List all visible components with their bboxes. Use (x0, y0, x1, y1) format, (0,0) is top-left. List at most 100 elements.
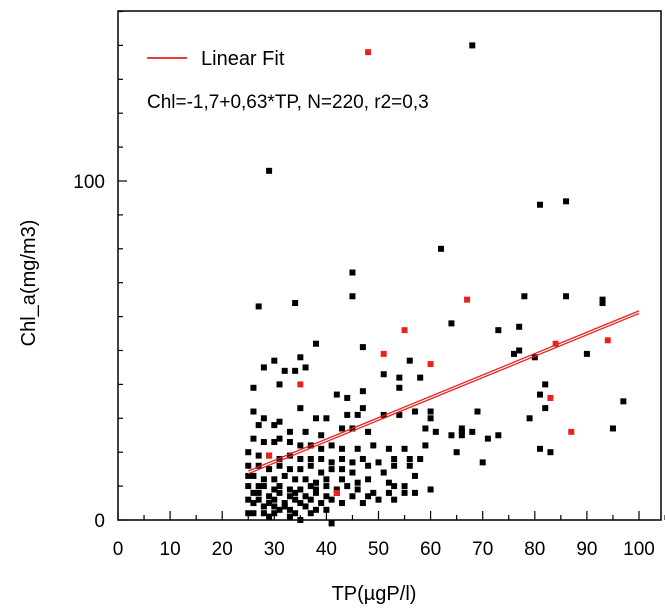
data-point (245, 483, 252, 490)
data-point (469, 42, 476, 49)
data-point (276, 489, 283, 496)
data-point (537, 391, 544, 398)
data-point (255, 483, 262, 490)
x-tick-label: 90 (576, 539, 597, 560)
data-point (552, 340, 559, 347)
data-point (307, 462, 314, 469)
data-point (432, 428, 439, 435)
data-point (448, 432, 455, 439)
data-point (365, 462, 372, 469)
data-point (385, 489, 392, 496)
data-point (302, 493, 309, 500)
data-point (333, 391, 340, 398)
data-point (266, 493, 273, 500)
data-point (339, 476, 346, 483)
data-point (380, 371, 387, 378)
data-point (276, 381, 283, 388)
data-point (260, 476, 267, 483)
data-point (411, 472, 418, 479)
data-point (354, 479, 361, 486)
data-point (479, 459, 486, 466)
data-point (255, 422, 262, 429)
data-point (516, 347, 523, 354)
data-point (286, 452, 293, 459)
data-point (292, 367, 299, 374)
data-point (365, 493, 372, 500)
data-point (266, 167, 273, 174)
data-point (276, 455, 283, 462)
data-point (453, 449, 460, 456)
data-point (344, 483, 351, 490)
data-point (365, 428, 372, 435)
data-point (344, 394, 351, 401)
data-point (349, 269, 356, 276)
data-point (255, 496, 262, 503)
data-point (448, 320, 455, 327)
data-point (302, 364, 309, 371)
data-point (318, 432, 325, 439)
data-point (245, 462, 252, 469)
data-point (401, 445, 408, 452)
data-point (375, 459, 382, 466)
data-point (328, 496, 335, 503)
data-points (245, 42, 627, 527)
data-point (333, 489, 340, 496)
data-point (323, 493, 330, 500)
x-tick-label: 0 (113, 539, 124, 560)
data-point (271, 496, 278, 503)
data-point (266, 466, 273, 473)
y-tick-label: 0 (94, 511, 105, 532)
data-point (354, 445, 361, 452)
data-point (391, 496, 398, 503)
data-point (542, 381, 549, 388)
data-point (391, 455, 398, 462)
data-point (411, 408, 418, 415)
data-point (542, 405, 549, 412)
data-point (583, 350, 590, 357)
data-point (250, 489, 257, 496)
data-point (359, 500, 366, 507)
data-point (318, 500, 325, 507)
data-point (359, 388, 366, 395)
data-point (385, 445, 392, 452)
data-point (286, 428, 293, 435)
data-point (401, 327, 408, 334)
data-point (297, 442, 304, 449)
data-point (292, 476, 299, 483)
data-point (547, 449, 554, 456)
data-point (323, 483, 330, 490)
data-point (599, 300, 606, 307)
data-point (370, 442, 377, 449)
data-point (464, 296, 471, 303)
x-tick-label: 60 (420, 539, 441, 560)
data-point (422, 442, 429, 449)
data-point (359, 405, 366, 412)
data-point (250, 435, 257, 442)
data-point (422, 425, 429, 432)
data-point (510, 350, 517, 357)
data-point (401, 489, 408, 496)
data-point (312, 506, 319, 513)
fit-lines (248, 310, 640, 475)
x-tick-labels: 0 10 20 30 40 50 60 70 80 90 100 (113, 539, 655, 560)
data-point (266, 513, 273, 520)
data-point (302, 428, 309, 435)
data-point (458, 428, 465, 435)
x-tick-label: 20 (212, 539, 233, 560)
data-point (245, 510, 252, 517)
data-point (266, 452, 273, 459)
legend: Linear Fit (147, 48, 285, 70)
x-tick-label: 40 (316, 539, 337, 560)
data-point (286, 439, 293, 446)
data-point (297, 405, 304, 412)
data-point (312, 486, 319, 493)
data-point (396, 411, 403, 418)
data-point (406, 455, 413, 462)
data-point (323, 476, 330, 483)
data-point (375, 496, 382, 503)
data-point (339, 455, 346, 462)
data-point (495, 327, 502, 334)
data-point (292, 496, 299, 503)
data-point (250, 384, 257, 391)
